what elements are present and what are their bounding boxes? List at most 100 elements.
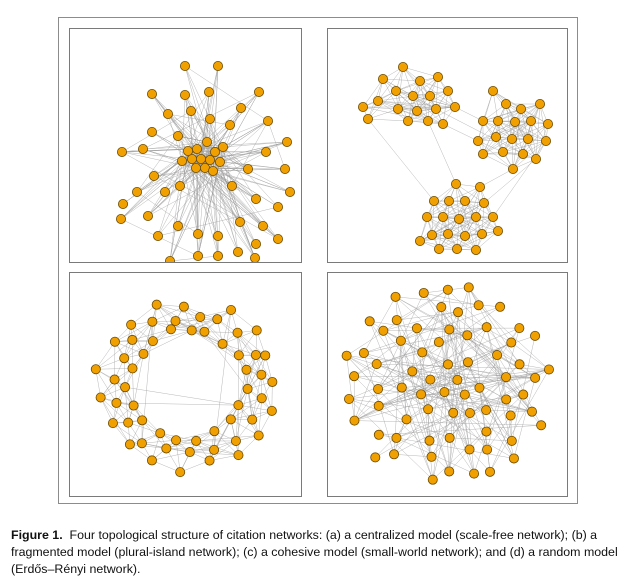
network-edge <box>180 460 210 473</box>
network-node <box>214 156 225 167</box>
network-edge <box>362 78 384 108</box>
network-edge <box>200 309 232 318</box>
network-node <box>530 154 541 165</box>
network-node <box>90 364 101 375</box>
network-node <box>472 136 483 147</box>
network-edge <box>412 95 456 108</box>
network-node <box>186 106 197 117</box>
network-edge <box>196 435 259 442</box>
network-edge <box>222 343 257 356</box>
network-edge <box>181 160 199 235</box>
network-node <box>349 371 360 382</box>
network-edge <box>412 371 487 432</box>
network-edge <box>354 369 550 421</box>
network-edge <box>444 392 450 472</box>
network-edge <box>124 387 129 423</box>
network-edge <box>402 66 439 78</box>
network-node <box>438 119 449 130</box>
network-node <box>514 323 525 334</box>
network-node <box>212 250 223 261</box>
network-node <box>226 180 237 191</box>
network-node <box>357 102 368 113</box>
network-node <box>209 444 220 455</box>
network-node <box>427 229 438 240</box>
network-node <box>247 414 258 425</box>
network-node <box>204 114 215 125</box>
network-edge <box>378 369 550 407</box>
network-edge <box>151 460 181 473</box>
network-node <box>391 315 402 326</box>
network-edge <box>427 287 469 410</box>
network-edge <box>213 309 232 450</box>
network-edge <box>237 332 262 375</box>
network-node <box>184 447 195 458</box>
network-edge <box>237 332 266 356</box>
network-node <box>522 134 533 145</box>
network-node <box>165 256 175 262</box>
network-edge <box>455 183 485 204</box>
network-edge <box>156 304 205 332</box>
network-node <box>378 325 389 336</box>
network-node <box>173 220 184 231</box>
panel-d-graph <box>341 282 554 485</box>
network-node <box>224 120 235 131</box>
network-edge <box>393 412 471 455</box>
network-edge <box>195 167 239 253</box>
network-edge <box>354 420 542 426</box>
network-edge <box>522 123 549 155</box>
network-edge <box>416 90 449 112</box>
network-node <box>272 233 283 244</box>
network-node <box>233 400 244 411</box>
network-edge <box>401 377 536 388</box>
network-edge <box>382 78 421 82</box>
network-edge <box>502 140 547 153</box>
network-node <box>507 163 518 174</box>
network-node <box>508 453 519 464</box>
network-edge <box>502 120 532 153</box>
network-edge <box>354 371 413 421</box>
network-edge <box>222 120 269 148</box>
network-node <box>476 228 487 239</box>
network-node <box>497 147 508 158</box>
network-edge <box>482 138 513 155</box>
network-node <box>155 428 166 439</box>
network-edge <box>95 369 117 404</box>
network-edge <box>353 328 418 377</box>
network-edge <box>100 397 129 423</box>
network-node <box>124 439 135 450</box>
network-node <box>444 466 455 477</box>
network-node <box>242 163 253 174</box>
network-node <box>257 220 268 231</box>
panel-d-random-network <box>327 272 568 497</box>
network-node <box>370 452 381 463</box>
network-node <box>262 116 273 127</box>
network-edge <box>468 287 520 365</box>
network-edge <box>396 289 448 321</box>
network-node <box>163 109 174 120</box>
network-node <box>518 389 529 400</box>
network-node <box>177 156 188 167</box>
network-edge <box>136 191 199 235</box>
network-edge <box>464 216 494 237</box>
network-edge <box>184 94 224 148</box>
network-edge <box>397 108 429 122</box>
network-node <box>253 87 264 98</box>
network-edge <box>195 167 256 259</box>
network-edge <box>156 304 201 318</box>
network-edge <box>486 327 507 400</box>
network-edge <box>377 100 409 122</box>
network-edge <box>197 170 214 257</box>
network-edge <box>477 140 514 170</box>
network-node <box>501 372 512 383</box>
network-edge <box>130 324 144 354</box>
network-edge <box>121 141 208 153</box>
network-node <box>209 426 220 437</box>
network-edge <box>112 422 143 444</box>
network-edge <box>169 160 183 262</box>
network-edge <box>397 108 444 125</box>
network-edge <box>433 200 460 220</box>
network-node <box>147 127 158 138</box>
network-edge <box>152 306 185 322</box>
network-edge <box>190 110 216 153</box>
network-node <box>132 186 143 197</box>
